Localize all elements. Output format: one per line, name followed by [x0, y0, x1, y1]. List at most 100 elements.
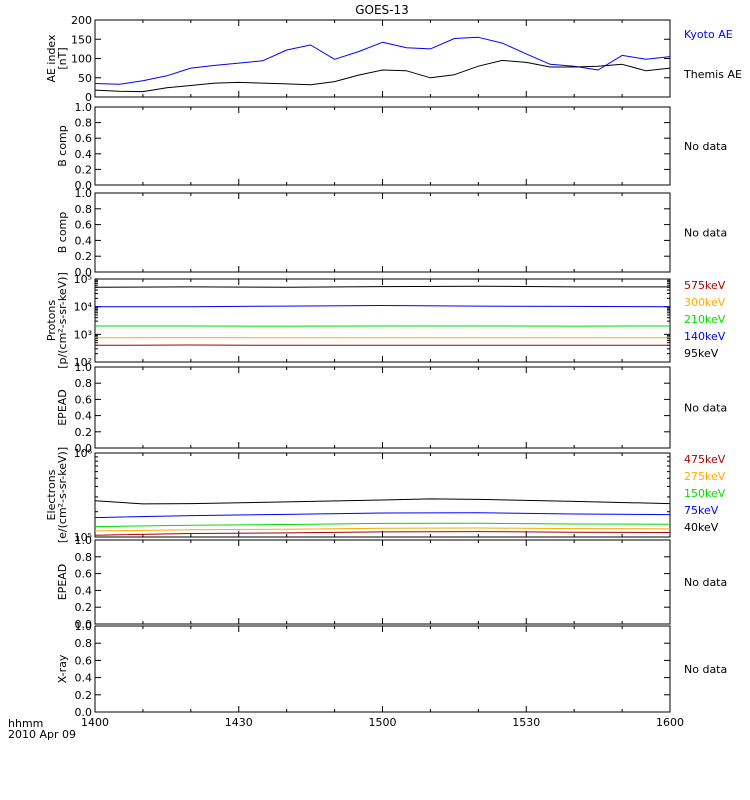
figure-title: GOES-13 [355, 3, 409, 17]
x-tick-label: 1500 [369, 716, 397, 729]
no-data-note: No data [684, 402, 727, 415]
y-axis-label: EPEAD [56, 564, 69, 601]
panel-frame [94, 366, 671, 449]
legend-entry: 40keV [684, 521, 719, 534]
legend-entry: Themis AE [683, 68, 742, 81]
panel-1: 0 50 100 150 200 AE index[nT] Kyoto AE Themis A… [45, 14, 742, 104]
y-tick-label: 10² [74, 356, 92, 369]
no-data-note: No data [684, 140, 727, 153]
legend-entry: 210keV [684, 313, 726, 326]
y-tick-label: 0.8 [75, 551, 93, 564]
x-tick-label: 1400 [81, 716, 109, 729]
y-tick-label: 0.6 [75, 219, 93, 232]
panel-frame [94, 278, 671, 363]
y-axis-label: B comp [56, 212, 69, 254]
y-tick-label: 0 [85, 91, 92, 104]
y-tick-label: 0.4 [75, 410, 93, 423]
y-tick-label: 0.8 [75, 377, 93, 390]
y-tick-label: 0.0 [75, 179, 93, 192]
series-line [94, 522, 671, 528]
time-axis-label-line2: 2010 Apr 09 [8, 728, 76, 741]
panels: 0 50 100 150 200 AE index[nT] Kyoto AE Themis A… [45, 14, 742, 729]
y-tick-label: 0.6 [75, 132, 93, 145]
y-tick-label: 0.4 [75, 148, 93, 161]
legend-entry: 150keV [684, 487, 726, 500]
x-tick-label: 1600 [656, 716, 684, 729]
panel-5: 0.0 0.2 0.4 0.6 0.8 1.0 EPEAD No data [56, 361, 727, 455]
legend-entry: 475keV [684, 453, 726, 466]
y-axis-label: [e/(cm²-s-sr-keV)] [56, 447, 69, 543]
y-tick-label: 0.8 [75, 117, 93, 130]
y-tick-label: 0.0 [75, 442, 93, 455]
y-tick-label: 1.0 [75, 534, 93, 547]
y-tick-label: 0.4 [75, 234, 93, 247]
y-tick-label: 10⁶ [74, 447, 93, 460]
time-axis-label-line1: hhmm [8, 717, 43, 730]
y-tick-label: 1.0 [75, 620, 93, 633]
panel-frame [94, 106, 671, 186]
y-tick-label: 0.6 [75, 654, 93, 667]
y-tick-label: 0.8 [75, 203, 93, 216]
y-axis-label: X-ray [56, 654, 69, 683]
y-tick-label: 10⁵ [74, 273, 92, 286]
y-axis-label: [nT] [56, 47, 69, 69]
panel-3: 0.0 0.2 0.4 0.6 0.8 1.0 B comp No data [56, 187, 727, 279]
y-axis-label: Protons [45, 300, 58, 341]
y-tick-label: 200 [71, 14, 92, 27]
y-tick-label: 100 [71, 53, 92, 66]
legend-entry: 75keV [684, 504, 719, 517]
panel-frame [94, 192, 671, 273]
no-data-note: No data [684, 576, 727, 589]
y-tick-label: 0.2 [75, 163, 93, 176]
series-line [95, 305, 671, 308]
y-tick-label: 50 [78, 72, 92, 85]
x-tick-label: 1430 [225, 716, 253, 729]
series-line [94, 512, 671, 519]
y-tick-label: 0.4 [75, 672, 93, 685]
y-tick-label: 0.0 [75, 706, 93, 719]
series-line [94, 527, 671, 532]
panel-frame [94, 625, 671, 713]
y-tick-label: 10⁴ [74, 301, 93, 314]
y-tick-label: 1.0 [75, 187, 93, 200]
y-axis-label: AE index [45, 34, 58, 83]
y-axis-label: EPEAD [56, 389, 69, 426]
y-tick-label: 1.0 [75, 101, 93, 114]
panel-frame [94, 19, 671, 98]
y-tick-label: 0.0 [75, 266, 93, 279]
legend-entry: 95keV [684, 347, 719, 360]
panel-7: 0.0 0.2 0.4 0.6 0.8 1.0 EPEAD No data [56, 534, 727, 631]
y-tick-label: 1.0 [75, 361, 93, 374]
y-tick-label: 10³ [74, 328, 92, 341]
y-tick-label: 0.2 [75, 426, 93, 439]
no-data-note: No data [684, 663, 727, 676]
series-line [94, 531, 671, 536]
legend-entry: 140keV [684, 330, 726, 343]
series-line [94, 59, 671, 93]
series-line [94, 285, 670, 288]
series-line [94, 36, 671, 85]
y-axis-label: B comp [56, 125, 69, 167]
legend-entry: 275keV [684, 470, 726, 483]
legend-entry: 300keV [684, 296, 726, 309]
panel-6: 10⁵ 10⁶ Electrons[e/(cm²-s-sr-keV)] 475keV 2… [45, 447, 726, 544]
x-tick-label: 1530 [512, 716, 540, 729]
panel-8: 0.0 0.2 0.4 0.6 0.8 1.0 X-ray No data [56, 620, 727, 719]
y-tick-label: 0.4 [75, 584, 93, 597]
y-tick-label: 10⁵ [74, 531, 92, 544]
y-tick-label: 0.2 [75, 601, 93, 614]
y-tick-label: 0.6 [75, 568, 93, 581]
y-tick-label: 150 [71, 33, 92, 46]
y-axis-label: Electrons [45, 469, 58, 520]
y-tick-label: 0.0 [75, 618, 93, 631]
y-tick-label: 0.2 [75, 250, 93, 263]
y-axis-label: [p/(cm²-s-sr-keV)] [56, 272, 69, 369]
panel-2: 0.0 0.2 0.4 0.6 0.8 1.0 B comp No data [56, 101, 727, 192]
y-tick-label: 0.8 [75, 637, 93, 650]
legend-entry: 575keV [684, 279, 726, 292]
y-tick-label: 0.6 [75, 393, 93, 406]
panel-frame [94, 539, 671, 625]
legend-entry: Kyoto AE [684, 28, 733, 41]
panel-4: 10² 10³ 10⁴ 10⁵ Protons[p/(cm²-s-sr-keV)] 575… [45, 272, 726, 369]
